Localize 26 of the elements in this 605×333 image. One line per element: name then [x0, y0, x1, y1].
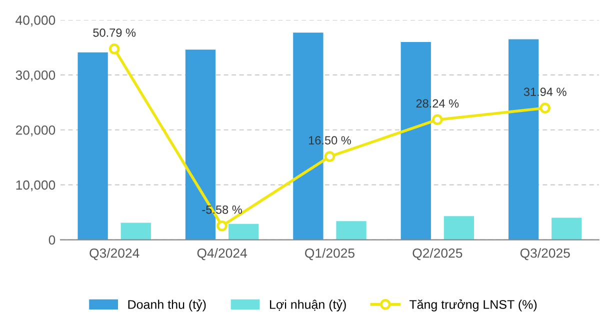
- legend-label: Doanh thu (tỷ): [128, 299, 206, 312]
- point: [216, 220, 228, 232]
- y-tick-label: 40,000: [16, 16, 56, 26]
- legend-label: Tăng trưởng LNST (%): [409, 299, 537, 312]
- point: [108, 43, 120, 54]
- y-tick-label: 20,000: [16, 125, 56, 136]
- legend-label: Lợi nhuận (tỷ): [270, 299, 346, 312]
- point: [432, 114, 443, 126]
- bar: [552, 218, 582, 240]
- y-tick-label: 10,000: [16, 180, 56, 192]
- data-label: -5.58 %: [202, 205, 242, 214]
- bar: [336, 221, 366, 240]
- x-tick-label: Q4/2024: [197, 248, 247, 260]
- point: [324, 151, 336, 162]
- x-tick-label: Q3/2025: [520, 248, 570, 260]
- bar: [444, 216, 474, 240]
- y-tick-label: 30,000: [16, 70, 56, 82]
- y-tick-label: 0: [48, 235, 56, 245]
- point: [540, 102, 551, 114]
- bar: [78, 52, 108, 240]
- x-tick-label: Q2/2025: [412, 248, 462, 260]
- bar: [228, 224, 259, 240]
- x-tick-label: Q1/2025: [305, 248, 354, 260]
- data-label: 50.79 %: [93, 28, 136, 37]
- x-tick-label: Q3/2024: [90, 248, 140, 260]
- bar: [120, 222, 151, 240]
